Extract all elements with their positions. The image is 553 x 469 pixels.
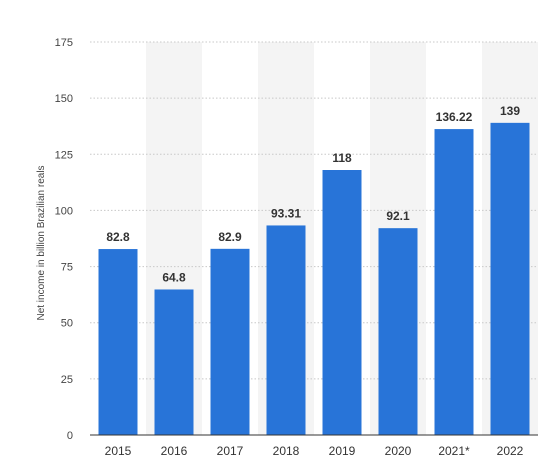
y-tick-label: 0 — [67, 430, 73, 442]
bar — [322, 170, 362, 435]
data-label: 139 — [500, 104, 520, 118]
x-axis-ticks: 2015 2016 2017 2018 2019 2020 2021* 2022 — [105, 444, 524, 458]
data-label: 92.1 — [386, 209, 410, 223]
y-tick-label: 100 — [55, 205, 73, 217]
x-tick-label: 2022 — [497, 444, 524, 458]
bar — [434, 129, 474, 435]
y-tick-label: 125 — [55, 149, 73, 161]
y-tick-label: 175 — [55, 37, 73, 49]
data-label: 82.8 — [106, 230, 130, 244]
x-tick-label: 2021* — [438, 444, 470, 458]
data-label: 93.31 — [271, 206, 301, 220]
x-tick-label: 2020 — [385, 444, 412, 458]
y-tick-label: 25 — [61, 374, 73, 386]
y-tick-label: 75 — [61, 262, 73, 274]
data-label: 136.22 — [436, 110, 473, 124]
bar — [378, 228, 418, 435]
x-tick-label: 2017 — [217, 444, 244, 458]
x-tick-label: 2019 — [329, 444, 356, 458]
y-tick-label: 50 — [61, 318, 73, 330]
y-axis-ticks: 0 25 50 75 100 125 150 175 — [55, 37, 73, 442]
x-tick-label: 2015 — [105, 444, 132, 458]
bar — [154, 289, 194, 435]
y-tick-label: 150 — [55, 93, 73, 105]
data-labels: 82.8 64.8 82.9 93.31 118 92.1 136.22 139 — [106, 104, 520, 285]
data-label: 82.9 — [218, 230, 242, 244]
x-tick-label: 2018 — [273, 444, 300, 458]
bar — [266, 225, 306, 435]
y-axis-label: Net income in billion Brazilian reals — [36, 165, 47, 320]
bars — [98, 122, 530, 436]
x-tick-label: 2016 — [161, 444, 188, 458]
data-label: 118 — [332, 151, 352, 165]
bar — [210, 248, 250, 435]
data-label: 64.8 — [162, 270, 186, 284]
bar — [98, 249, 138, 435]
bar — [490, 122, 530, 436]
